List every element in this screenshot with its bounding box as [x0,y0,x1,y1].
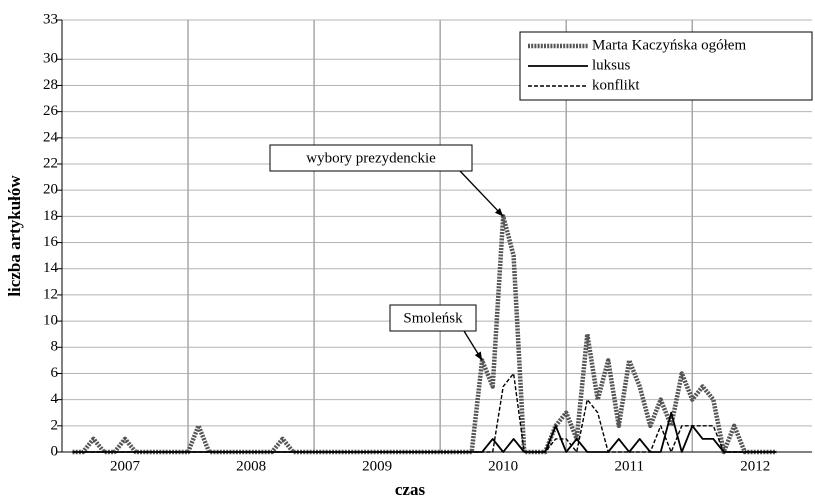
x-tick-label: 2012 [740,458,770,474]
y-tick-label: 14 [43,260,59,276]
x-tick-label: 2008 [236,458,266,474]
annotation-box [269,144,473,172]
series-line [72,214,777,455]
y-tick-label: 18 [43,208,58,224]
y-tick-label: 16 [43,234,59,250]
annotation-text: Smoleńsk [403,310,463,326]
annotation-arrow [459,170,504,217]
y-axis-label: liczba artykułów [5,175,24,297]
y-tick-label: 10 [43,313,58,329]
x-tick-label: 2010 [488,458,518,474]
x-tick-label: 2011 [615,458,644,474]
y-tick-label: 12 [43,286,58,302]
y-tick-label: 0 [51,443,59,459]
y-tick-label: 26 [43,103,59,119]
y-tick-label: 22 [43,155,58,171]
y-tick-label: 28 [43,77,58,93]
arrow-head [474,351,483,361]
y-tick-label: 24 [43,129,59,145]
y-tick-label: 33 [43,11,58,27]
x-axis-label: czas [395,480,426,499]
annotation-text: wybory prezydenckie [306,150,436,166]
legend-label: Marta Kaczyńska ogółem [592,37,746,53]
y-tick-label: 6 [51,365,59,381]
arrow-head [494,207,504,217]
legend-label: luksus [592,57,631,73]
y-tick-label: 20 [43,182,58,198]
y-tick-label: 8 [51,339,59,355]
legend-label: konflikt [592,77,640,93]
legend: Marta Kaczyńska ogółem luksus konflikt [519,31,813,101]
x-tick-label: 2007 [110,458,141,474]
annotation-box [389,304,477,332]
y-tick-label: 4 [51,391,59,407]
x-tick-label: 2009 [362,458,392,474]
legend-box [519,31,813,101]
y-tick-label: 30 [43,51,58,67]
series-line [72,372,777,453]
y-tick-label: 2 [51,417,59,433]
